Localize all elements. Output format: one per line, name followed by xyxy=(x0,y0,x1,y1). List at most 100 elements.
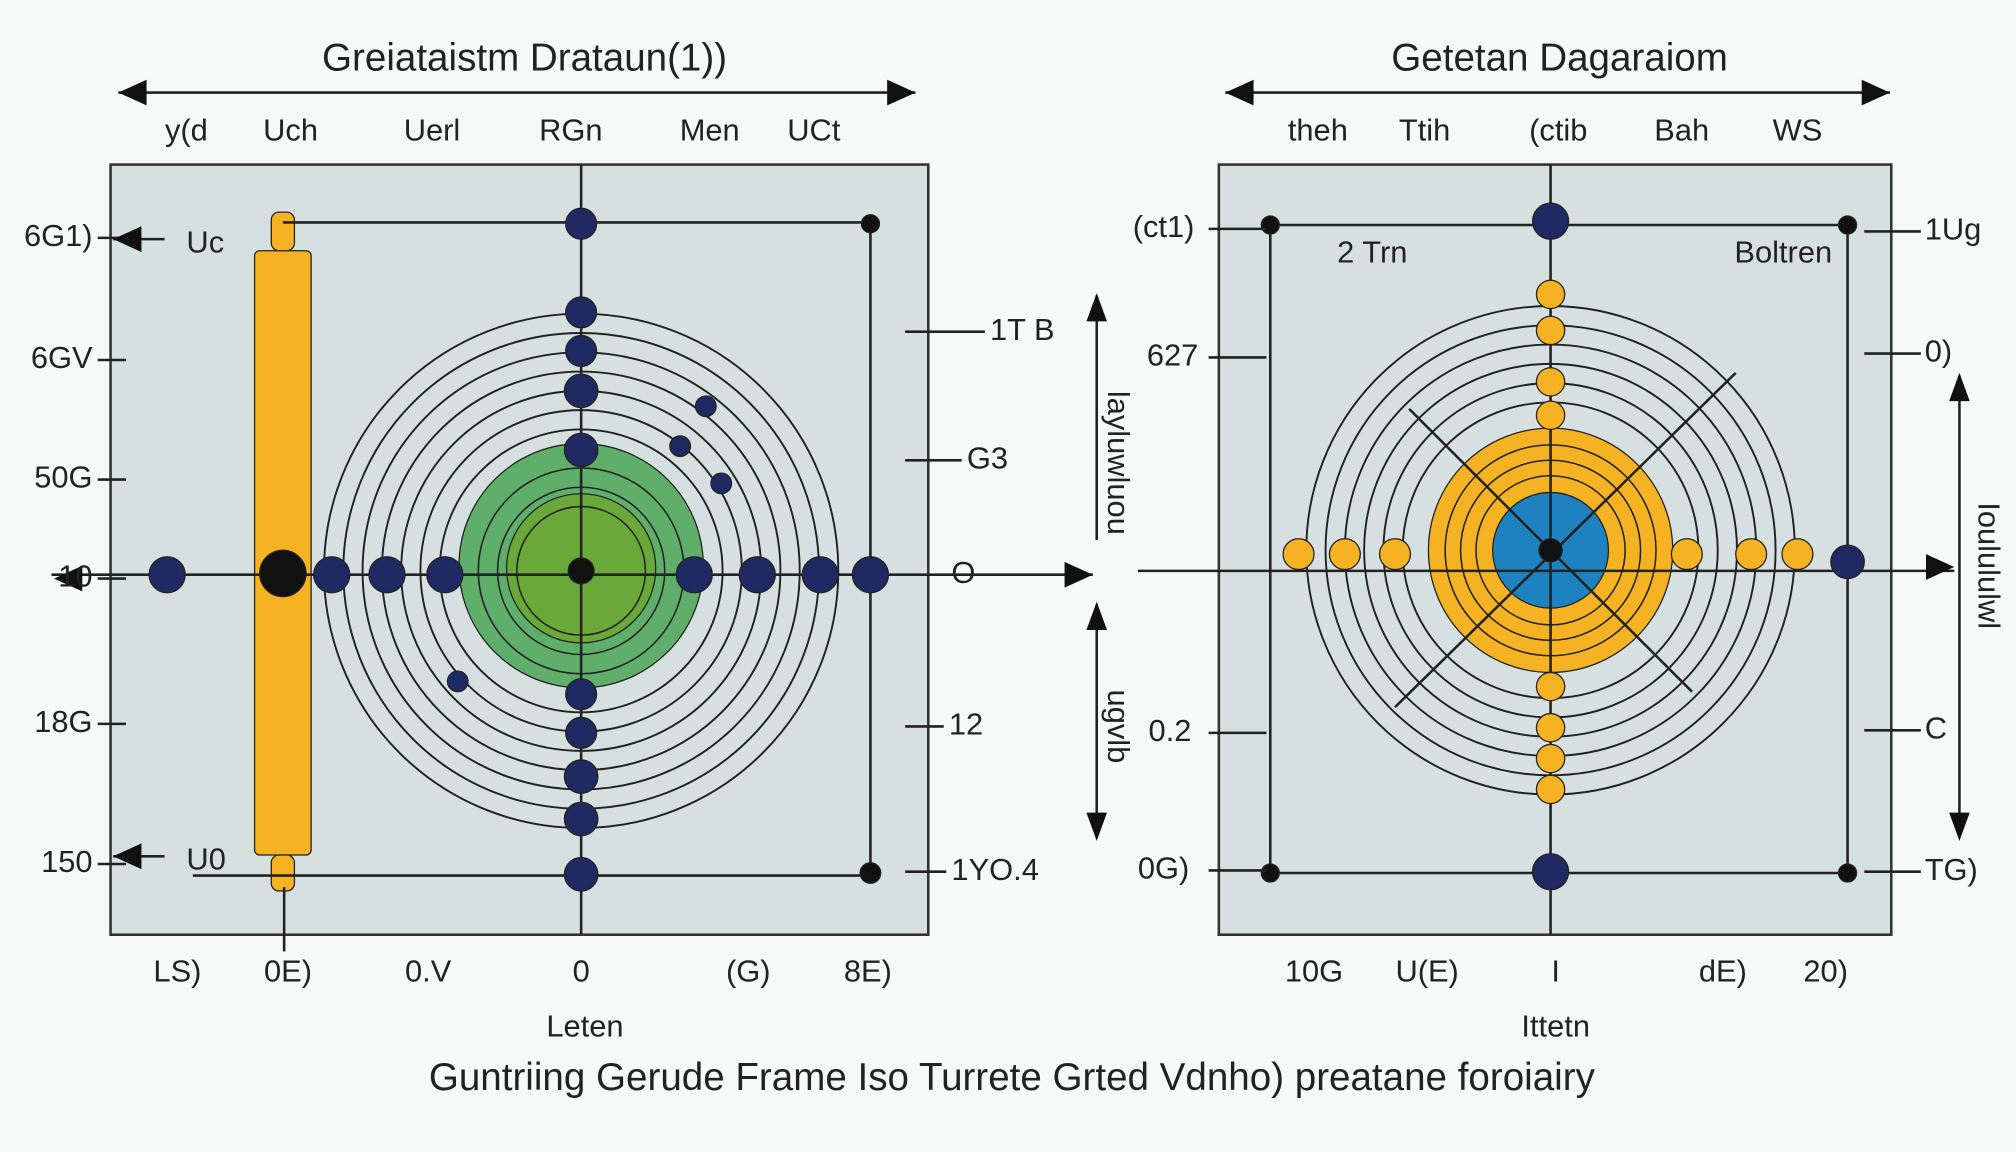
dot xyxy=(426,556,464,594)
top-label: Uch xyxy=(263,113,318,148)
dot xyxy=(851,556,890,594)
left-title: Greiataistm Drataun(1)) xyxy=(322,37,727,80)
dot xyxy=(565,207,598,240)
dot xyxy=(148,556,186,594)
bottom-label: 8E) xyxy=(844,953,892,988)
inner-label: 2 Trn xyxy=(1337,235,1407,270)
dot xyxy=(1535,774,1566,805)
arrowhead xyxy=(1064,561,1093,588)
dot xyxy=(446,670,469,693)
dot xyxy=(368,556,406,594)
arrowhead xyxy=(1926,554,1955,580)
arrowhead xyxy=(1086,293,1107,322)
bottom-label: 0.V xyxy=(405,953,452,988)
top-label: UCt xyxy=(787,113,841,148)
bottom-label: 0 xyxy=(573,953,590,988)
dot xyxy=(1837,863,1858,883)
dot xyxy=(565,296,598,329)
dot xyxy=(1535,315,1566,346)
bottom-label: 10G xyxy=(1285,953,1343,988)
left-label: 6G1) xyxy=(24,218,93,253)
left-label: 0G) xyxy=(1138,851,1189,886)
right-label: C xyxy=(1925,710,1947,745)
right-label: 1Ug xyxy=(1925,212,1982,247)
top-label: (ctib xyxy=(1529,113,1587,148)
arrowhead xyxy=(887,79,916,106)
left-label: 18G xyxy=(34,704,92,739)
dot xyxy=(565,334,598,368)
dot xyxy=(675,556,713,594)
right-label: TG) xyxy=(1925,852,1978,887)
left-label: (ct1) xyxy=(1133,209,1195,244)
arrowhead xyxy=(1949,812,1970,841)
bottom-label: (G) xyxy=(726,953,771,988)
top-label: Ttih xyxy=(1399,113,1450,148)
line xyxy=(1394,371,1737,709)
bar-cap xyxy=(270,211,296,252)
dot xyxy=(669,435,692,458)
bar-cap xyxy=(270,854,296,892)
arrowhead xyxy=(1949,372,1970,402)
right-x-label: Ittetn xyxy=(1521,1009,1590,1044)
left-label: 150 xyxy=(41,844,92,879)
arrowhead xyxy=(113,226,142,252)
bottom-label: 20) xyxy=(1803,953,1848,988)
arrowhead xyxy=(54,565,83,592)
inner-label: Boltren xyxy=(1734,235,1832,270)
left-label: 6GV xyxy=(31,340,93,375)
top-label: theh xyxy=(1288,113,1348,148)
dot xyxy=(801,556,839,594)
left-label: 627 xyxy=(1147,338,1198,373)
bottom-label: I xyxy=(1551,953,1560,988)
arrowhead xyxy=(1861,79,1890,106)
vertical-label: ugvlb xyxy=(1101,690,1136,764)
dot xyxy=(259,549,307,598)
dot xyxy=(563,801,599,837)
arrowhead xyxy=(1225,79,1254,106)
dot xyxy=(1531,853,1570,891)
vertical-label: layluwluou xyxy=(1101,391,1136,535)
dot xyxy=(1328,538,1361,571)
arrowhead xyxy=(118,79,147,106)
top-label: y(d xyxy=(165,113,208,148)
bottom-label: dE) xyxy=(1699,953,1747,988)
dot xyxy=(1535,671,1566,702)
dot xyxy=(710,472,733,495)
dot xyxy=(1531,202,1570,240)
bottom-label: LS) xyxy=(153,953,201,988)
left-label: 10 xyxy=(58,559,92,594)
right-label: G3 xyxy=(967,440,1008,475)
dot xyxy=(563,373,599,409)
right-label: 1T B xyxy=(990,312,1055,347)
right-title: Getetan Dagaraiom xyxy=(1391,37,1728,80)
arrowhead xyxy=(1086,601,1107,630)
dot xyxy=(1535,400,1566,431)
arrowhead xyxy=(1086,812,1107,841)
dot xyxy=(313,556,351,594)
right-label: 1YO.4 xyxy=(951,852,1038,887)
bottom-label: U(E) xyxy=(1395,953,1458,988)
callout: Uc xyxy=(186,224,224,259)
right-label: O xyxy=(951,555,975,590)
dot xyxy=(563,759,599,794)
top-label: RGn xyxy=(539,113,602,148)
dot xyxy=(1260,863,1280,883)
dot xyxy=(1837,215,1858,235)
dot xyxy=(1535,712,1566,743)
dot xyxy=(1670,538,1703,571)
dot xyxy=(563,856,599,892)
top-label: Uerl xyxy=(404,113,461,148)
top-label: WS xyxy=(1773,113,1823,148)
dot xyxy=(694,395,717,418)
right-label: 0) xyxy=(1925,334,1952,369)
dot xyxy=(567,557,595,585)
dot xyxy=(1735,538,1768,571)
right-label: 12 xyxy=(949,707,983,742)
top-label: Men xyxy=(680,113,740,148)
left-label: 0.2 xyxy=(1149,713,1192,748)
dot xyxy=(1535,367,1566,397)
left-label: 50G xyxy=(34,460,92,495)
callout: U0 xyxy=(186,842,225,877)
vertical-label: Ioulululwl xyxy=(1971,502,2006,629)
